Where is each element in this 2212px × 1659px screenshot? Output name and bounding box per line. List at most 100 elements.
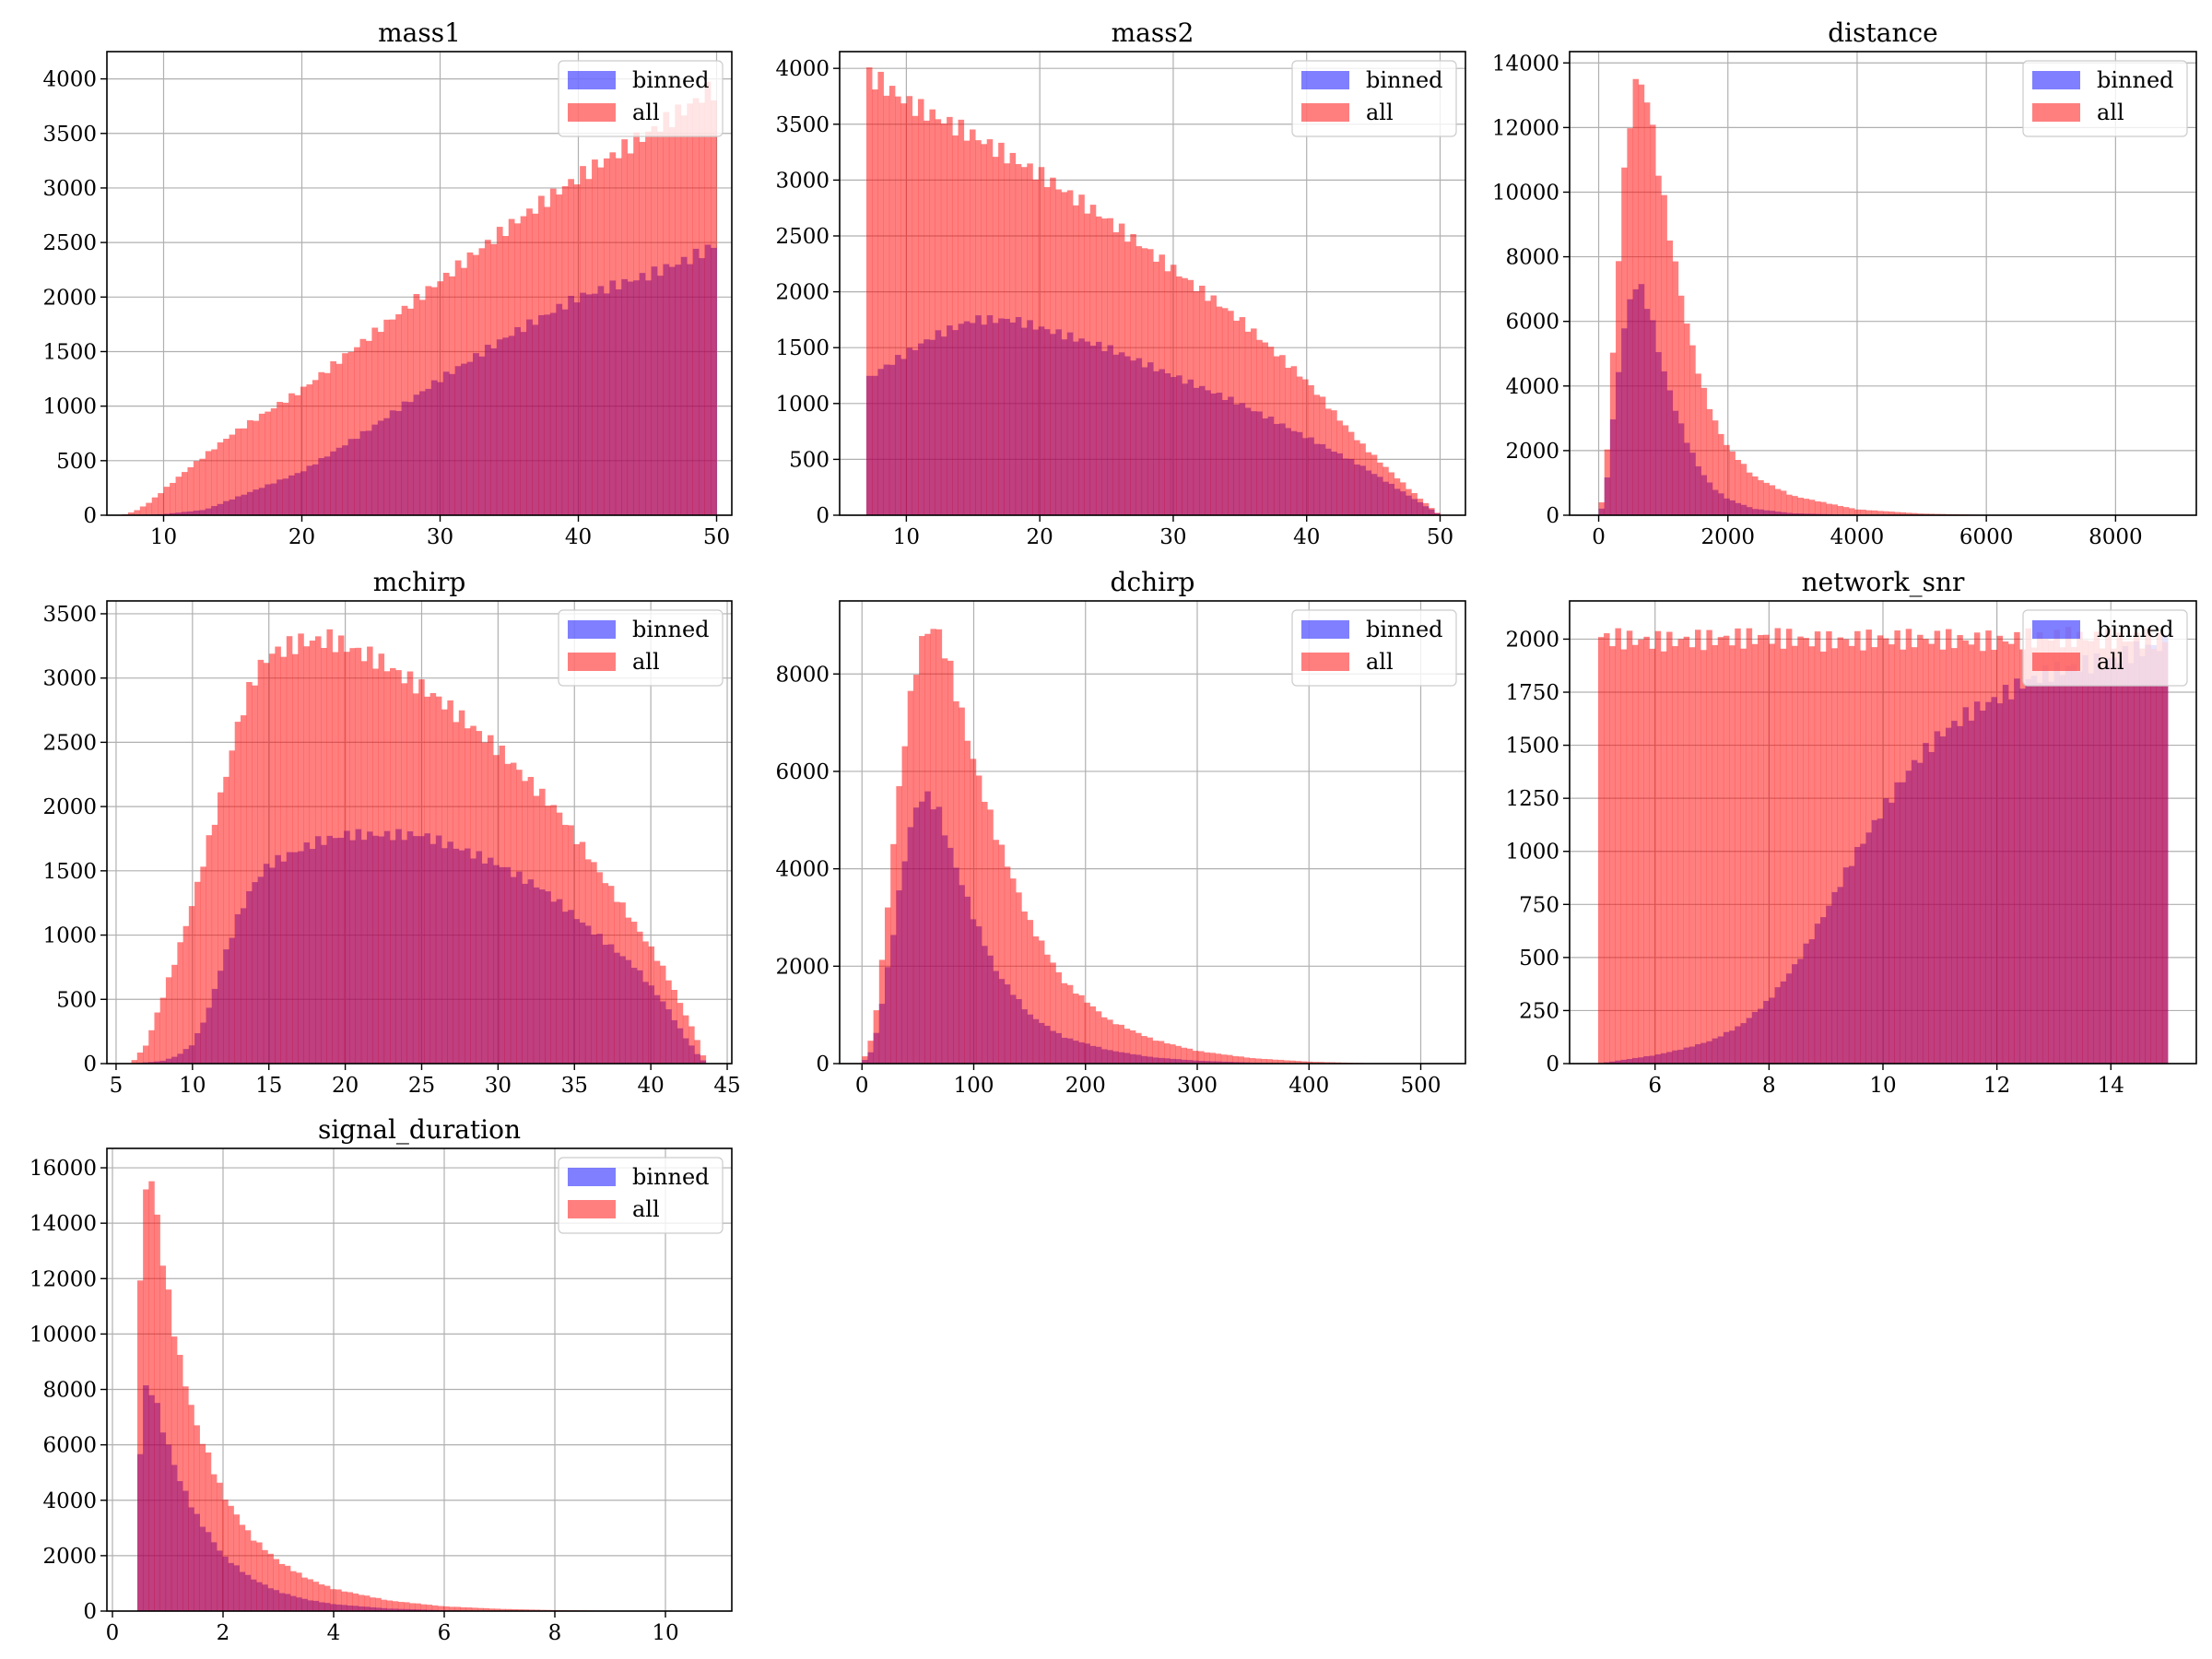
histogram-bar bbox=[642, 941, 649, 1064]
histogram-bar bbox=[1411, 493, 1418, 515]
histogram-bar bbox=[1803, 499, 1810, 515]
chart-title: mchirp bbox=[373, 567, 466, 597]
x-tick-label: 0 bbox=[1592, 525, 1606, 549]
histogram-bar bbox=[1124, 1029, 1131, 1064]
histogram-bar bbox=[1209, 1053, 1216, 1064]
histogram-bar bbox=[550, 805, 558, 1064]
histogram-bar bbox=[1598, 502, 1606, 515]
histogram-bar bbox=[896, 785, 902, 1064]
y-tick-label: 6000 bbox=[775, 760, 830, 784]
histogram-bar bbox=[1792, 645, 1798, 1064]
histogram-bar bbox=[1683, 636, 1690, 1064]
y-tick-label: 2500 bbox=[42, 731, 97, 755]
histogram-bar bbox=[2122, 641, 2129, 1064]
y-tick-label: 0 bbox=[83, 504, 97, 528]
histogram-bar bbox=[1066, 984, 1074, 1064]
y-tick-label: 2000 bbox=[42, 286, 97, 310]
histogram-bar bbox=[651, 125, 658, 516]
histogram-bar bbox=[704, 81, 712, 515]
histogram-bar bbox=[1285, 368, 1291, 515]
histogram-bar bbox=[1038, 167, 1045, 515]
histogram-bar bbox=[1604, 449, 1611, 515]
histogram-bar bbox=[1604, 633, 1610, 1064]
histogram-bar bbox=[1911, 647, 1918, 1064]
histogram-bar bbox=[1010, 878, 1017, 1064]
histogram-bar bbox=[1295, 1061, 1301, 1064]
histogram-bar bbox=[1917, 513, 1924, 515]
histogram-bar bbox=[665, 980, 672, 1064]
histogram-bar bbox=[1359, 443, 1366, 515]
histogram-bar bbox=[256, 1542, 263, 1611]
histogram-bar bbox=[615, 158, 622, 515]
histogram-bar bbox=[941, 658, 948, 1064]
histogram-bar bbox=[222, 1500, 229, 1611]
legend-label-all: all bbox=[632, 649, 660, 675]
y-tick-label: 1000 bbox=[1505, 841, 1559, 865]
histogram-bar bbox=[1837, 637, 1844, 1064]
histogram-bar bbox=[982, 801, 988, 1064]
histogram-bar bbox=[998, 844, 1006, 1064]
x-tick-label: 8 bbox=[1762, 1074, 1776, 1098]
histogram-bar bbox=[1814, 500, 1821, 515]
histogram-bar bbox=[1894, 630, 1900, 1064]
y-tick-label: 16000 bbox=[29, 1157, 97, 1181]
axes-frame bbox=[106, 600, 733, 1065]
histogram-bar bbox=[437, 281, 444, 515]
x-tick-label: 50 bbox=[703, 525, 730, 549]
histogram-bar bbox=[1740, 464, 1747, 515]
histogram-bar bbox=[1004, 163, 1010, 515]
histogram-bar bbox=[383, 671, 391, 1064]
histogram-bar bbox=[435, 696, 442, 1064]
histogram-bar bbox=[1763, 482, 1770, 515]
histogram-bar bbox=[1101, 218, 1108, 515]
histogram-bar bbox=[364, 1595, 371, 1611]
histogram-bar bbox=[1968, 644, 1975, 1064]
histogram-bar bbox=[895, 96, 901, 516]
histogram-bar bbox=[205, 1452, 212, 1611]
histogram-bar bbox=[1894, 512, 1900, 515]
histogram-bar bbox=[453, 722, 460, 1064]
histogram-bar bbox=[1928, 643, 1935, 1064]
histogram-bar bbox=[1239, 317, 1246, 515]
histogram-bar bbox=[970, 129, 976, 515]
legend-swatch-binned bbox=[2032, 71, 2080, 89]
histogram-bar bbox=[381, 1599, 387, 1611]
histogram-bar bbox=[1147, 249, 1154, 515]
histogram-bar bbox=[1394, 478, 1401, 515]
histogram-bar bbox=[1724, 444, 1730, 515]
histogram-bar bbox=[1210, 295, 1218, 515]
histogram-bar bbox=[1021, 911, 1028, 1064]
histogram-bar bbox=[262, 1549, 268, 1611]
histogram-bar bbox=[1262, 342, 1269, 515]
histogram-bar bbox=[349, 648, 356, 1064]
histogram-bar bbox=[1797, 497, 1804, 515]
y-tick-label: 0 bbox=[83, 1600, 97, 1624]
histogram-bar bbox=[1962, 640, 1970, 1064]
x-tick-label: 6 bbox=[1648, 1074, 1662, 1098]
histogram-bar bbox=[1723, 635, 1730, 1064]
histogram-bar bbox=[625, 917, 632, 1064]
axes-frame bbox=[839, 600, 1466, 1065]
histogram-bar bbox=[510, 762, 517, 1064]
histogram-bar bbox=[2071, 647, 2077, 1064]
histogram-bar bbox=[900, 103, 907, 515]
histogram-bar bbox=[1135, 246, 1143, 515]
y-tick-label: 1000 bbox=[42, 924, 97, 948]
histogram-bar bbox=[688, 1026, 695, 1064]
histogram-bar bbox=[1279, 355, 1286, 515]
histogram-bar bbox=[1095, 1011, 1102, 1064]
histogram-bar bbox=[987, 809, 994, 1064]
histogram-bar bbox=[165, 1289, 172, 1611]
histogram-bar bbox=[505, 1608, 512, 1611]
legend: binned all bbox=[558, 1157, 724, 1234]
histogram-bar bbox=[964, 740, 971, 1064]
histogram-bar bbox=[1118, 1024, 1125, 1064]
histogram-bar bbox=[1774, 488, 1782, 515]
histogram-bar bbox=[579, 841, 586, 1064]
axes-frame bbox=[839, 51, 1466, 516]
histogram-bar bbox=[2161, 641, 2169, 1064]
histogram-bar bbox=[199, 1443, 206, 1611]
y-tick-label: 4000 bbox=[775, 57, 830, 81]
histogram-bar bbox=[1267, 347, 1275, 515]
histogram-bar bbox=[2145, 628, 2151, 1064]
